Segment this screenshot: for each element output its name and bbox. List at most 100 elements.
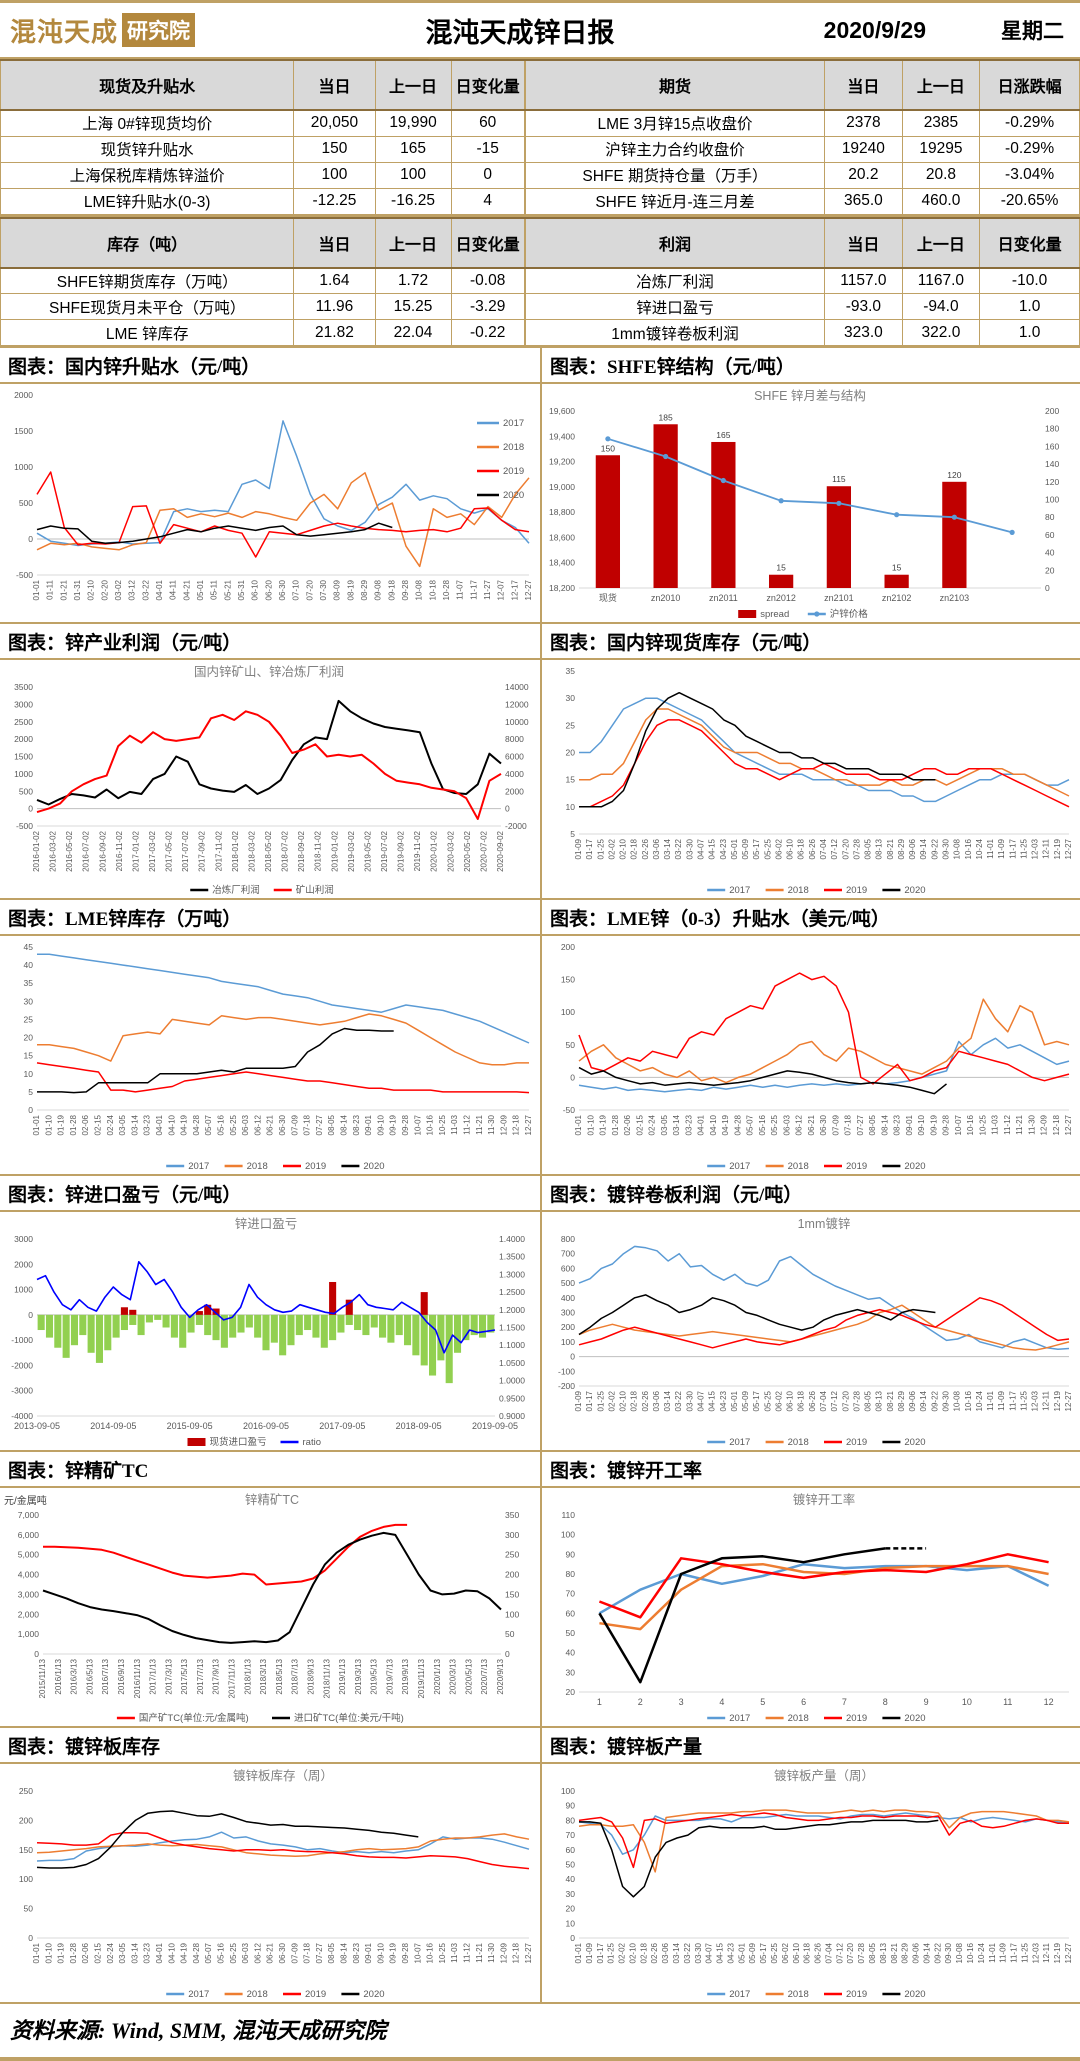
svg-text:200: 200 xyxy=(1045,406,1059,416)
table-row: LME锌升贴水(0-3) -12.25 -16.25 4 xyxy=(0,187,525,215)
svg-text:09-14: 09-14 xyxy=(919,1390,928,1411)
svg-text:1.0500: 1.0500 xyxy=(499,1358,525,1368)
svg-text:11-25: 11-25 xyxy=(1020,1942,1029,1962)
svg-text:2019-09-02: 2019-09-02 xyxy=(397,830,406,871)
svg-text:11-17: 11-17 xyxy=(1008,1390,1017,1410)
svg-text:2020/3/13: 2020/3/13 xyxy=(449,1658,458,1694)
svg-text:2018-09-05: 2018-09-05 xyxy=(396,1421,442,1431)
svg-text:4000: 4000 xyxy=(505,769,524,779)
svg-text:09-28: 09-28 xyxy=(401,1114,410,1135)
svg-text:1.2500: 1.2500 xyxy=(499,1287,525,1297)
chart-lme-premium: 200 150 100 50 0 -50 01-01 01-10 01-19 01-28 02-06… xyxy=(540,936,1080,1174)
svg-text:0: 0 xyxy=(28,1933,33,1943)
table-cell: -3.04% xyxy=(979,161,1080,189)
svg-text:60: 60 xyxy=(566,1845,576,1855)
svg-text:08-05: 08-05 xyxy=(868,1114,877,1135)
svg-text:08-29: 08-29 xyxy=(897,1390,906,1411)
svg-text:2020/7/13: 2020/7/13 xyxy=(480,1658,489,1694)
svg-text:02-02: 02-02 xyxy=(607,838,616,859)
svg-text:10-25: 10-25 xyxy=(438,1942,447,1963)
table-cell: 1157.0 xyxy=(824,267,903,294)
table-cell: -94.0 xyxy=(901,293,981,320)
svg-text:20: 20 xyxy=(566,1687,576,1697)
table-cell: LME锌升贴水(0-3) xyxy=(0,187,295,215)
svg-text:2018: 2018 xyxy=(788,1161,809,1172)
svg-text:15: 15 xyxy=(566,775,576,785)
svg-text:0: 0 xyxy=(34,1649,39,1659)
svg-text:100: 100 xyxy=(19,1874,33,1884)
svg-text:12-09: 12-09 xyxy=(1040,1114,1049,1135)
svg-text:40: 40 xyxy=(566,1648,576,1658)
table-cell: 165 xyxy=(374,135,452,163)
svg-text:03-22: 03-22 xyxy=(674,838,683,859)
column-header: 上一日 xyxy=(374,216,452,269)
svg-text:06-26: 06-26 xyxy=(808,838,817,859)
svg-text:11-30: 11-30 xyxy=(487,1114,496,1134)
svg-text:04-07: 04-07 xyxy=(697,1390,706,1411)
svg-text:100: 100 xyxy=(561,1007,575,1017)
svg-text:09-06: 09-06 xyxy=(912,1942,921,1963)
svg-text:08-23: 08-23 xyxy=(893,1114,902,1135)
svg-text:12-18: 12-18 xyxy=(1052,1114,1061,1135)
svg-text:09-28: 09-28 xyxy=(401,1942,410,1963)
svg-text:2016/5/13: 2016/5/13 xyxy=(85,1658,94,1694)
table-cell: SHFE锌期货库存（万吨） xyxy=(0,267,295,294)
column-header: 日涨跌幅 xyxy=(979,59,1080,111)
svg-text:200: 200 xyxy=(561,1322,575,1332)
svg-text:2013-09-05: 2013-09-05 xyxy=(14,1421,60,1431)
svg-text:09-19: 09-19 xyxy=(389,1942,398,1963)
svg-text:01-10: 01-10 xyxy=(586,1114,595,1135)
svg-text:20: 20 xyxy=(24,1033,34,1043)
svg-text:2020: 2020 xyxy=(904,1161,925,1172)
svg-text:2017-09-05: 2017-09-05 xyxy=(319,1421,365,1431)
table-cell: 100 xyxy=(293,161,376,189)
svg-text:02-10: 02-10 xyxy=(619,1390,628,1411)
svg-text:11-21: 11-21 xyxy=(1015,1114,1024,1134)
svg-text:08-13: 08-13 xyxy=(875,1390,884,1411)
svg-text:08-13: 08-13 xyxy=(879,1942,888,1963)
svg-text:2017: 2017 xyxy=(729,1161,750,1172)
svg-text:2018/5/13: 2018/5/13 xyxy=(275,1658,284,1694)
svg-text:12-19: 12-19 xyxy=(1053,838,1062,859)
svg-text:2014-09-05: 2014-09-05 xyxy=(90,1421,136,1431)
svg-text:06-18: 06-18 xyxy=(803,1942,812,1963)
svg-text:2019-07-02: 2019-07-02 xyxy=(380,830,389,871)
table-cell: -0.29% xyxy=(979,109,1080,137)
svg-text:2020: 2020 xyxy=(904,1437,925,1448)
svg-text:-3000: -3000 xyxy=(11,1386,33,1396)
column-header: 当日 xyxy=(824,216,903,269)
svg-text:2019-03-02: 2019-03-02 xyxy=(347,830,356,871)
table-cell: -16.25 xyxy=(374,187,452,215)
section-label-concentrate-tc: 图表：锌精矿TC xyxy=(8,1461,149,1482)
svg-text:1500: 1500 xyxy=(14,426,33,436)
svg-text:2020-09-02: 2020-09-02 xyxy=(496,830,505,871)
svg-text:08-23: 08-23 xyxy=(352,1942,361,1963)
svg-text:07-12: 07-12 xyxy=(830,838,839,859)
svg-text:冶炼厂利润: 冶炼厂利润 xyxy=(212,884,260,896)
svg-text:09-10: 09-10 xyxy=(376,1114,385,1135)
svg-text:14000: 14000 xyxy=(505,682,529,692)
svg-text:08-14: 08-14 xyxy=(880,1114,889,1135)
table-cell: -15 xyxy=(450,135,525,163)
svg-text:01-01: 01-01 xyxy=(574,1942,583,1963)
svg-text:80: 80 xyxy=(1045,512,1055,522)
svg-text:11: 11 xyxy=(1003,1697,1012,1707)
table-row: 现货锌升贴水 150 165 -15 xyxy=(0,135,525,163)
svg-text:2018-03-02: 2018-03-02 xyxy=(247,830,256,871)
svg-text:07-18: 07-18 xyxy=(844,1114,853,1135)
svg-text:03-05: 03-05 xyxy=(660,1114,669,1135)
svg-text:06-10: 06-10 xyxy=(792,1942,801,1963)
table-cell: -10.0 xyxy=(979,267,1080,294)
svg-text:8000: 8000 xyxy=(505,734,524,744)
table-cell: -12.25 xyxy=(293,187,376,215)
svg-text:03-23: 03-23 xyxy=(143,1942,152,1963)
svg-text:115: 115 xyxy=(832,474,846,484)
svg-text:10: 10 xyxy=(962,1697,972,1707)
svg-text:50: 50 xyxy=(566,1860,576,1870)
svg-text:2000: 2000 xyxy=(505,786,524,796)
svg-text:10-16: 10-16 xyxy=(426,1114,435,1135)
svg-text:06-30: 06-30 xyxy=(278,579,287,600)
svg-text:-2000: -2000 xyxy=(505,821,527,831)
svg-text:05-01: 05-01 xyxy=(730,838,739,859)
svg-text:10-24: 10-24 xyxy=(975,838,984,859)
